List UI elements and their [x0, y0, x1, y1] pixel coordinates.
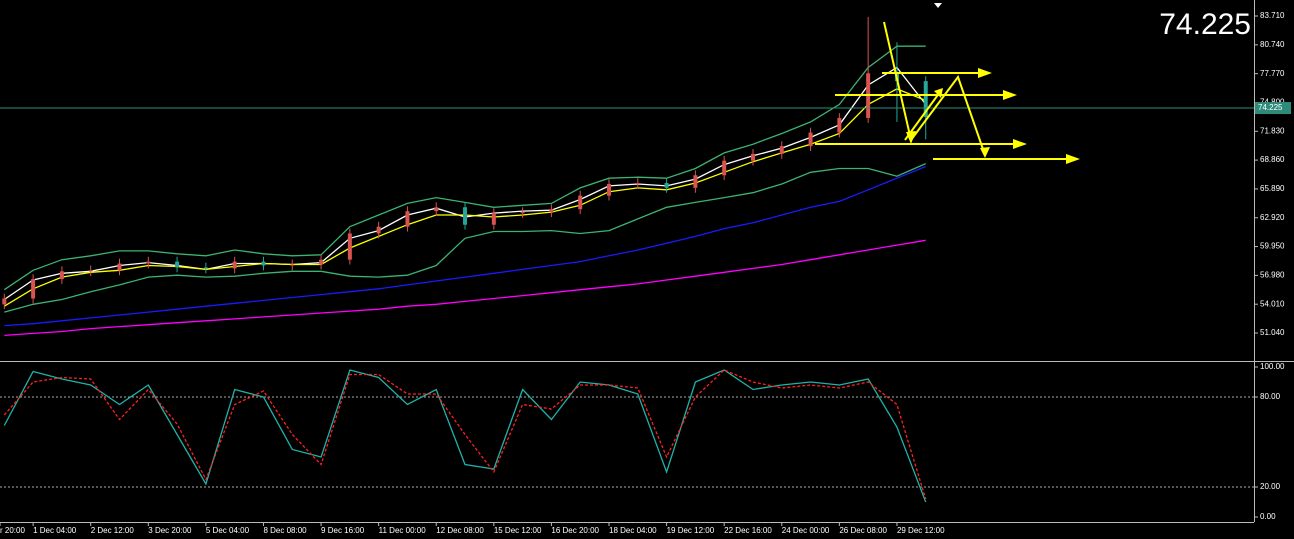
candle-body: [2, 298, 7, 305]
x-tick-label: 29 Dec 12:00: [897, 526, 945, 535]
x-tick-label: 22 Dec 16:00: [724, 526, 772, 535]
candle-body: [88, 270, 93, 272]
zigzag-line: [883, 21, 986, 156]
candle-body: [722, 160, 727, 176]
arrow-head: [1013, 139, 1027, 149]
arrow-head: [978, 68, 992, 78]
x-tick-label: 8 Dec 08:00: [263, 526, 307, 535]
arrow-head: [1003, 90, 1017, 100]
x-tick-label: 15 Dec 12:00: [494, 526, 542, 535]
y-tick-label: 0.00: [1260, 512, 1276, 521]
indicator-line: [4, 239, 926, 337]
y-tick-label: 80.00: [1260, 392, 1281, 401]
candle-body: [808, 132, 813, 147]
x-tick-label: 11 Dec 00:00: [379, 526, 427, 535]
y-tick-label: 68.860: [1260, 155, 1285, 164]
candle-body: [664, 183, 669, 188]
candle-body: [376, 226, 381, 234]
x-tick-label: 5 Dec 04:00: [206, 526, 250, 535]
candle-body: [779, 146, 784, 154]
candle-body: [405, 211, 410, 227]
x-tick-label: 16 Dec 20:00: [551, 526, 599, 535]
candle-body: [146, 261, 151, 264]
last-price-display: 74.225: [1159, 8, 1251, 41]
x-tick-label: 18 Dec 04:00: [609, 526, 657, 535]
last-price-label: 74.225: [1258, 103, 1283, 112]
arrow-head: [980, 147, 990, 158]
candle-body: [837, 117, 842, 133]
y-tick-label: 77.770: [1260, 69, 1285, 78]
y-tick-label: 65.890: [1260, 184, 1285, 193]
y-tick-label: 62.920: [1260, 213, 1285, 222]
y-tick-label: 80.740: [1260, 40, 1285, 49]
candle-body: [578, 195, 583, 210]
indicator-line: [3, 45, 926, 291]
x-tick-label: 24 Dec 00:00: [782, 526, 830, 535]
candle-body: [59, 271, 64, 280]
candle-body: [549, 209, 554, 213]
candle-body: [607, 183, 612, 196]
y-tick-label: 100.00: [1260, 362, 1285, 371]
candle-body: [232, 261, 237, 269]
candle-body: [319, 259, 324, 265]
candle-body: [463, 207, 468, 225]
y-tick-label: 54.010: [1260, 299, 1285, 308]
indicator-line: [3, 369, 927, 503]
last-price-box: [1255, 102, 1291, 115]
x-tick-label: 12 Dec 08:00: [436, 526, 484, 535]
x-tick-label: 26 Dec 08:00: [839, 526, 887, 535]
shift-marker: [934, 3, 942, 8]
x-tick-label: r 20:00: [0, 526, 25, 535]
candle-body: [693, 175, 698, 188]
y-tick-label: 20.00: [1260, 482, 1281, 491]
trend-drawings: [815, 21, 1080, 164]
candle-body: [520, 212, 525, 214]
x-tick-label: 9 Dec 16:00: [321, 526, 365, 535]
x-tick-label: 1 Dec 04:00: [33, 526, 77, 535]
candle-body: [290, 264, 295, 266]
candle-body: [203, 267, 208, 269]
x-tick-label: 3 Dec 20:00: [148, 526, 192, 535]
indicator-line: [4, 165, 926, 327]
indicator-line: [3, 369, 927, 500]
candle-body: [175, 261, 180, 268]
arrow-head: [934, 88, 943, 98]
arrow-head: [1066, 154, 1080, 164]
candle-body: [31, 279, 36, 299]
y-tick-label: 51.040: [1260, 328, 1285, 337]
candle-body: [750, 153, 755, 161]
candle-body: [635, 183, 640, 185]
candle-body: [491, 213, 496, 225]
indicator-line: [4, 163, 926, 313]
candle-body: [434, 207, 439, 212]
candle-body: [347, 233, 352, 260]
arrow-head: [906, 131, 916, 144]
x-tick-label: 19 Dec 12:00: [667, 526, 715, 535]
y-tick-label: 59.950: [1260, 242, 1285, 251]
y-tick-label: 56.980: [1260, 270, 1285, 279]
candle-body: [261, 261, 266, 266]
x-tick-label: 2 Dec 12:00: [91, 526, 135, 535]
y-tick-label: 83.710: [1260, 11, 1285, 20]
y-tick-label: 71.830: [1260, 126, 1285, 135]
candle-body: [923, 81, 928, 118]
candle-body: [117, 263, 122, 271]
